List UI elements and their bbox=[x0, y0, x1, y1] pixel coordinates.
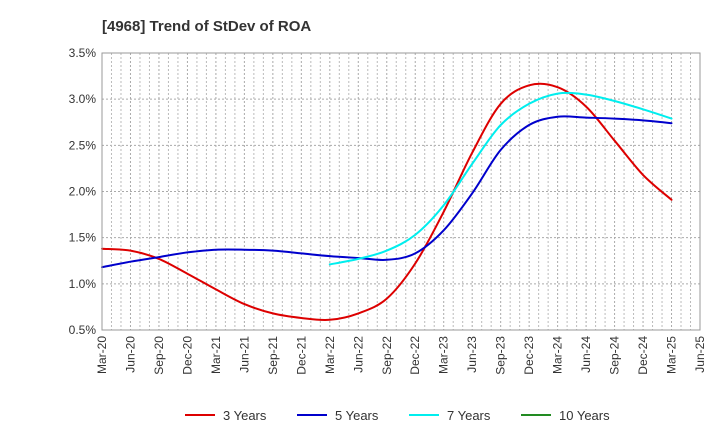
y-tick-label: 0.5% bbox=[69, 323, 97, 337]
x-tick-label: Dec-22 bbox=[408, 336, 422, 375]
legend: 3 Years 5 Years 7 Years 10 Years bbox=[185, 408, 610, 423]
x-tick-label: Dec-21 bbox=[294, 336, 308, 375]
series-line-5-years bbox=[101, 115, 673, 269]
x-tick-label: Sep-23 bbox=[494, 336, 508, 375]
x-tick-label: Jun-21 bbox=[237, 336, 251, 373]
x-tick-label: Sep-24 bbox=[608, 336, 622, 375]
x-tick-label: Sep-22 bbox=[380, 336, 394, 375]
x-tick-label: Sep-21 bbox=[266, 336, 280, 375]
x-tick-label: Mar-23 bbox=[437, 336, 451, 374]
legend-label-7-years: 7 Years bbox=[447, 408, 491, 423]
plot-frame bbox=[101, 52, 701, 331]
y-tick-label: 2.0% bbox=[69, 185, 97, 199]
x-tick-label: Mar-24 bbox=[551, 336, 565, 374]
x-axis: Mar-20 Jun-20 Sep-20 Dec-20 Mar-21 Jun-21 Sep-… bbox=[95, 336, 707, 375]
x-tick-label: Mar-22 bbox=[323, 336, 337, 374]
y-tick-label: 2.5% bbox=[69, 138, 97, 152]
legend-label-10-years: 10 Years bbox=[559, 408, 610, 423]
x-tick-label: Dec-20 bbox=[180, 336, 194, 375]
y-tick-label: 3.0% bbox=[69, 92, 97, 106]
x-tick-label: Jun-20 bbox=[123, 336, 137, 373]
x-tick-label: Mar-20 bbox=[95, 336, 109, 374]
x-tick-label: Dec-23 bbox=[522, 336, 536, 375]
x-tick-label: Jun-22 bbox=[351, 336, 365, 373]
x-tick-label: Jun-24 bbox=[579, 336, 593, 373]
x-tick-label: Jun-25 bbox=[693, 336, 707, 373]
series-lines bbox=[101, 82, 673, 322]
x-tick-label: Mar-21 bbox=[209, 336, 223, 374]
x-tick-label: Jun-23 bbox=[465, 336, 479, 373]
x-tick-label: Dec-24 bbox=[636, 336, 650, 375]
legend-label-5-years: 5 Years bbox=[335, 408, 379, 423]
y-tick-label: 3.5% bbox=[69, 46, 97, 60]
legend-label-3-years: 3 Years bbox=[223, 408, 267, 423]
series-line-7-years bbox=[328, 91, 673, 266]
y-axis: 0.5% 1.0% 1.5% 2.0% 2.5% 3.0% 3.5% bbox=[69, 46, 97, 337]
x-tick-label: Mar-25 bbox=[665, 336, 679, 374]
y-tick-label: 1.5% bbox=[69, 231, 97, 245]
y-tick-label: 1.0% bbox=[69, 277, 97, 291]
x-tick-label: Sep-20 bbox=[152, 336, 166, 375]
chart-title: [4968] Trend of StDev of ROA bbox=[102, 18, 311, 35]
series-line-3-years bbox=[101, 82, 673, 322]
